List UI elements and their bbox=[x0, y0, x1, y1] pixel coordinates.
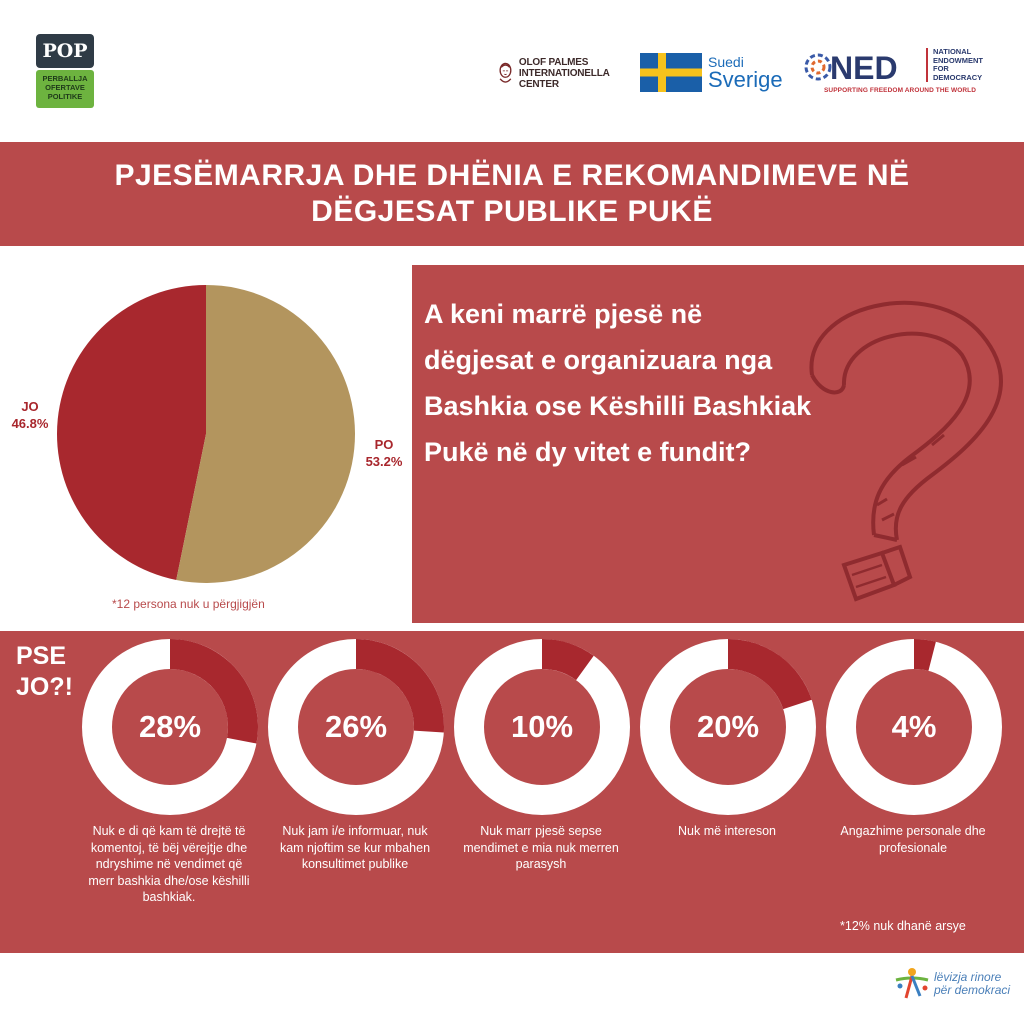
pie-label-jo-name: JO bbox=[21, 399, 39, 414]
pie-label-jo: JO 46.8% bbox=[8, 398, 52, 432]
donut-segment bbox=[356, 639, 444, 733]
pop-logo-text: PERBALLJA OFERTAVE POLITIKE bbox=[36, 70, 94, 108]
ned-mark-icon: NED bbox=[804, 50, 898, 84]
levizja-rinore-logo: lëvizja rinore për demokraci bbox=[892, 966, 1010, 1002]
sweden-label-1: Suedi bbox=[708, 53, 744, 70]
donut-value-label: 4% bbox=[891, 709, 937, 744]
donut-segment bbox=[914, 639, 936, 671]
pie-label-jo-value: 46.8% bbox=[11, 416, 49, 431]
survey-question: A keni marrë pjesë në dëgjesat e organiz… bbox=[424, 299, 812, 467]
sweden-logo: Suedi Sverige bbox=[640, 53, 783, 92]
olof-palme-logo: OLOF PALMES INTERNATIONELLA CENTER bbox=[498, 50, 628, 96]
donut-value-label: 28% bbox=[138, 709, 202, 744]
donut-value-label: 20% bbox=[696, 709, 760, 744]
donut-chart: 26% bbox=[268, 639, 444, 815]
pie-slice-jo bbox=[56, 285, 206, 580]
pie-label-po: PO 53.2% bbox=[360, 436, 408, 470]
donut-value-label: 26% bbox=[324, 709, 388, 744]
pop-logo: POP PERBALLJA OFERTAVE POLITIKE bbox=[36, 34, 96, 110]
ned-tagline: SUPPORTING FREEDOM AROUND THE WORLD bbox=[824, 87, 977, 94]
portrait-icon bbox=[499, 62, 512, 83]
page-title: PJESËMARRJA DHE DHËNIA E REKOMANDIMEVE N… bbox=[114, 159, 910, 228]
ned-logo: NED NATIONAL ENDOWMENT FOR DEMOCRACY SUP… bbox=[804, 46, 994, 98]
title-band: PJESËMARRJA DHE DHËNIA E REKOMANDIMEVE N… bbox=[0, 142, 1024, 246]
donut-chart: 28% bbox=[82, 639, 258, 815]
question-mark-icon bbox=[809, 300, 1003, 602]
donut-value-label: 10% bbox=[510, 709, 574, 744]
donut-chart: 4% bbox=[826, 639, 1002, 815]
donut-segment bbox=[728, 639, 812, 710]
logo-line-2: për demokraci bbox=[934, 983, 1011, 997]
reasons-heading-text: PSE JO?! bbox=[16, 642, 73, 701]
donut-category-label: Angazhime personale dhe profesionale bbox=[840, 824, 986, 855]
pop-logo-mark: POP bbox=[36, 34, 94, 68]
ned-side-text: NATIONAL ENDOWMENT FOR DEMOCRACY bbox=[926, 47, 986, 82]
question-panel: A keni marrë pjesë në dëgjesat e organiz… bbox=[412, 265, 1024, 623]
pie-label-po-value: 53.2% bbox=[365, 454, 403, 469]
pie-slice-po bbox=[176, 285, 355, 583]
donut-segment bbox=[542, 639, 594, 681]
donut-category-label: Nuk më intereson bbox=[678, 824, 776, 838]
sweden-label-2: Sverige bbox=[708, 66, 783, 92]
pie-label-po-name: PO bbox=[374, 437, 394, 452]
swedish-flag-icon bbox=[640, 53, 702, 92]
donut-category-label: Nuk jam i/e informuar, nuk kam njoftim s… bbox=[279, 824, 431, 871]
donut-chart: 10% bbox=[454, 639, 630, 815]
pie-chart bbox=[56, 285, 355, 583]
donut-chart: 20% bbox=[640, 639, 816, 815]
reasons-heading: PSE JO?! bbox=[16, 641, 76, 703]
ned-mark-text: NED bbox=[830, 50, 898, 84]
logo-line-1: lëvizja rinore bbox=[934, 970, 1002, 984]
donut-segment bbox=[170, 639, 258, 744]
reasons-footnote: *12% nuk dhanë arsye bbox=[840, 919, 966, 933]
olof-palme-text: OLOF PALMES INTERNATIONELLA CENTER bbox=[518, 56, 610, 90]
donut-category-label: Nuk marr pjesë sepse mendimet e mia nuk … bbox=[463, 824, 619, 871]
donut-category-label: Nuk e di që kam të drejtë të komentoj, t… bbox=[88, 824, 250, 904]
reasons-band: PSE JO?! 28% Nuk e di që kam të drejtë të… bbox=[0, 631, 1024, 953]
pie-footnote: *12 persona nuk u përgjigjën bbox=[112, 597, 265, 611]
youth-movement-icon bbox=[895, 968, 929, 999]
